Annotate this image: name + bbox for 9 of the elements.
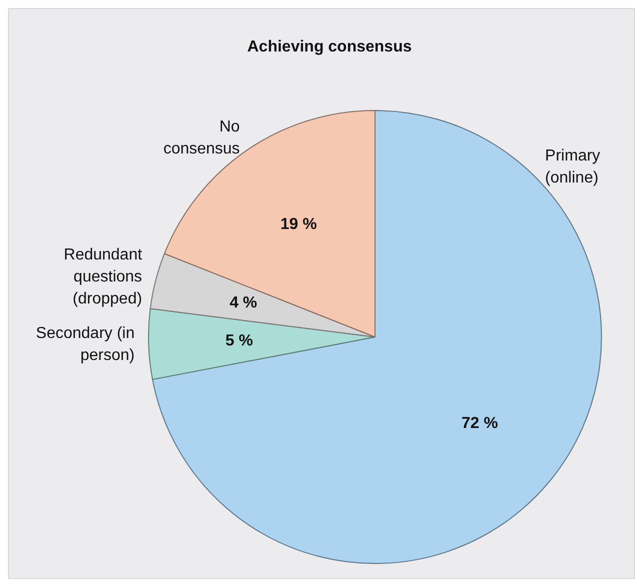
chart-title: Achieving consensus <box>247 38 412 56</box>
slice-label: Primary (online) <box>545 147 600 186</box>
data-label: 5 % <box>225 332 253 350</box>
slice-label: Redundant questions (dropped) <box>64 246 143 308</box>
data-label: 72 % <box>461 415 498 432</box>
slice-label: No consensus <box>163 118 240 158</box>
data-label: 4 % <box>230 294 258 312</box>
data-label: 19 % <box>280 216 317 234</box>
slice-label: Secondary (in person) <box>36 324 135 364</box>
